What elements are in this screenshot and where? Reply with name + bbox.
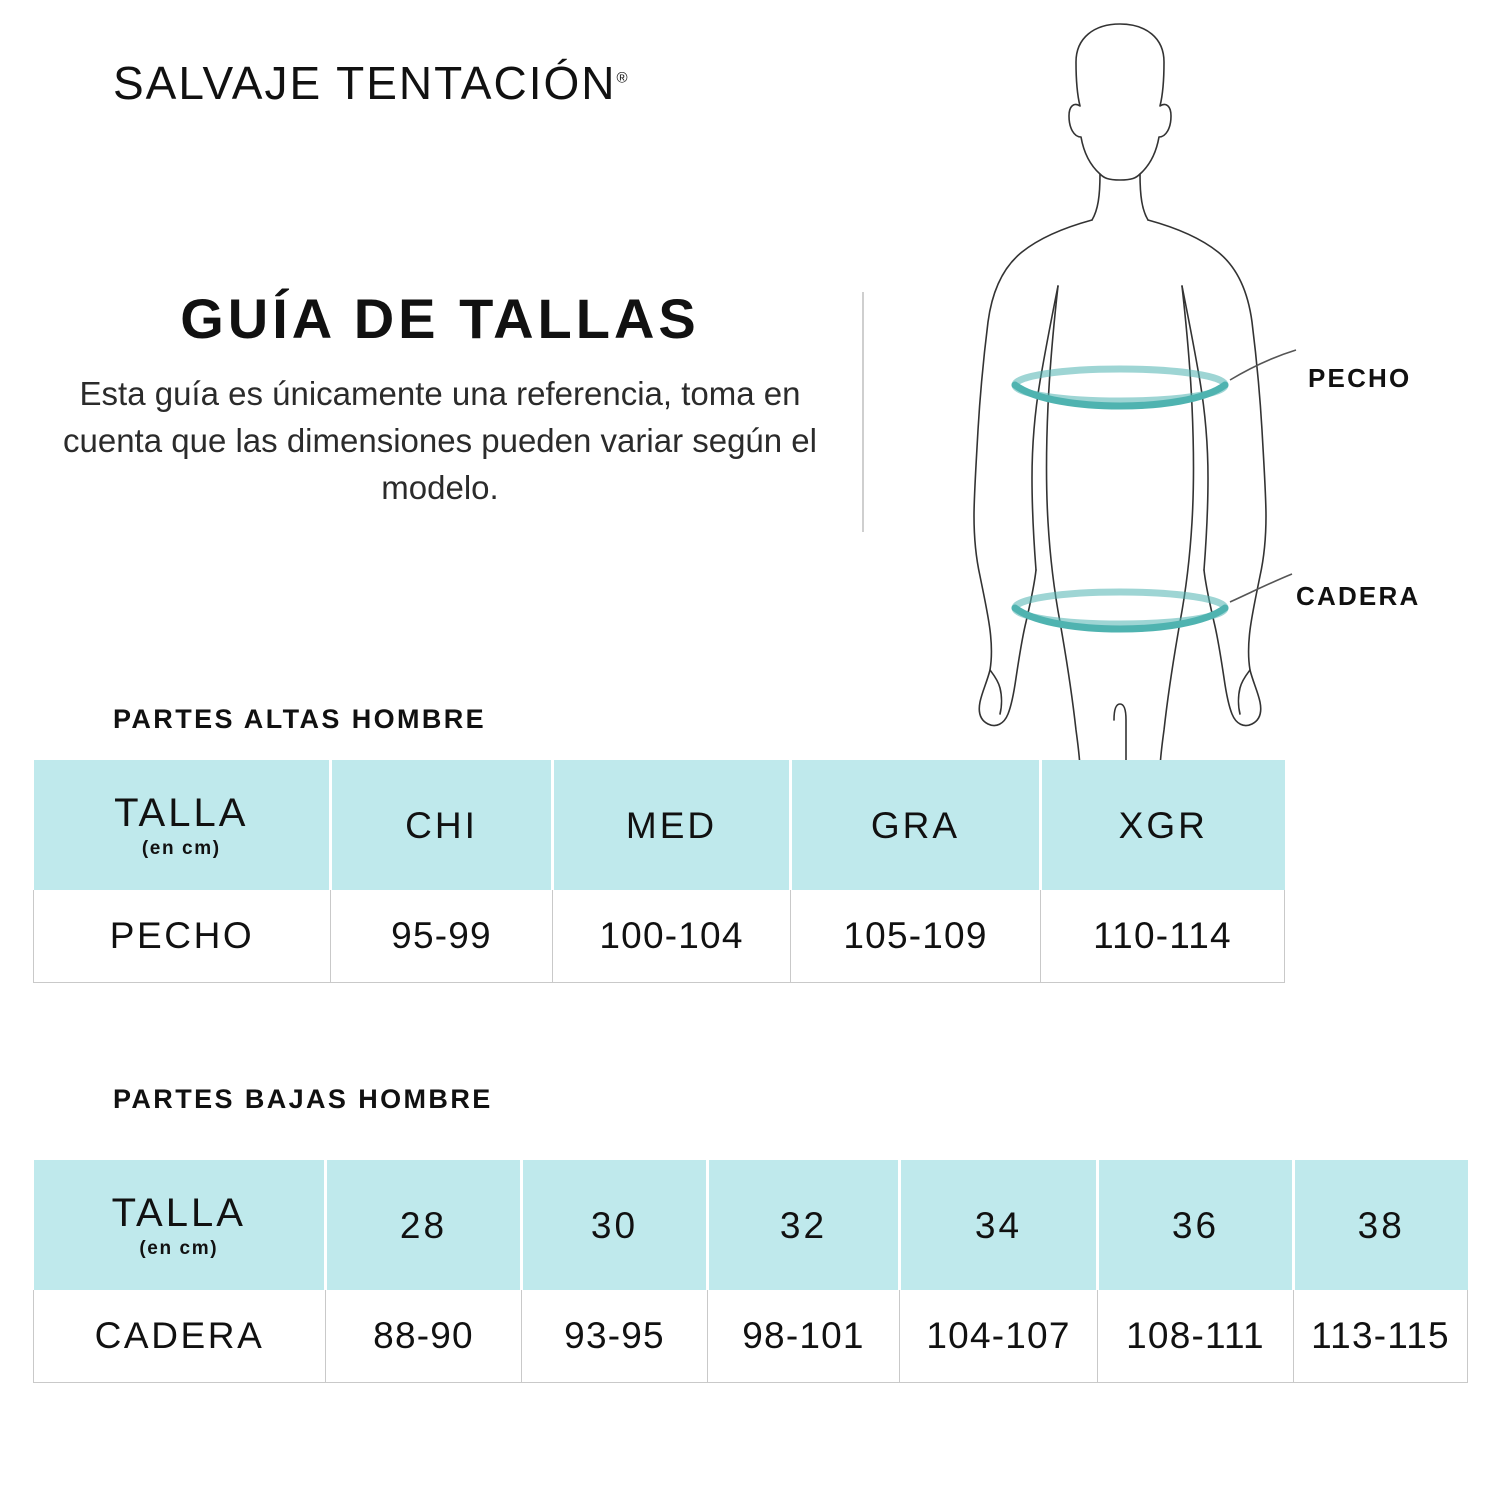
registered-mark-icon: ® (616, 69, 628, 87)
cell-value: 88-90 (325, 1290, 522, 1383)
cell-value: 110-114 (1040, 890, 1285, 983)
column-label: GRA (870, 804, 961, 846)
cell-value: 104-107 (899, 1290, 1098, 1383)
header-cell-talla: TALLA (en cm) (33, 1160, 327, 1290)
size-table-upper: TALLA (en cm) CHI MED GRA XGR PECHO 95-9… (33, 760, 1285, 983)
left-hand-detail (989, 669, 1003, 715)
cell-value: 108-111 (1097, 1290, 1294, 1383)
talla-label: TALLA (114, 790, 249, 835)
header-cell-col-1: 30 (521, 1160, 709, 1290)
callout-label-pecho: PECHO (1308, 363, 1412, 393)
intro-block: GUÍA DE TALLAS Esta guía es únicamente u… (60, 287, 820, 511)
cell-value: 93-95 (521, 1290, 708, 1383)
talla-unit: (en cm) (141, 837, 221, 859)
head-outline (1068, 23, 1172, 181)
column-label: XGR (1118, 804, 1208, 846)
left-inner-arm (1031, 285, 1059, 571)
column-label: 32 (779, 1204, 828, 1246)
column-label: 34 (974, 1204, 1023, 1246)
cell-value: 105-109 (790, 890, 1041, 983)
column-label: 28 (399, 1204, 448, 1246)
body-figure-illustration (930, 10, 1310, 770)
header-cell-col-3: XGR (1040, 760, 1285, 890)
row-label-pecho: PECHO (33, 890, 331, 983)
cell-value: 100-104 (552, 890, 791, 983)
section-caption-upper: PARTES ALTAS HOMBRE (113, 704, 487, 734)
chest-band-icon (1011, 365, 1229, 410)
header-cell-col-1: MED (552, 760, 792, 890)
chest-leader-line (1229, 349, 1297, 381)
table-header-row: TALLA (en cm) CHI MED GRA XGR (33, 760, 1285, 890)
neck-right (1139, 173, 1149, 221)
cell-value: 98-101 (707, 1290, 900, 1383)
table-row: PECHO 95-99 100-104 105-109 110-114 (33, 890, 1285, 983)
header-cell-col-5: 38 (1293, 1160, 1468, 1290)
column-label: 30 (590, 1204, 639, 1246)
table-row: CADERA 88-90 93-95 98-101 104-107 108-11… (33, 1290, 1468, 1383)
hip-leader-line (1229, 573, 1293, 603)
callout-label-cadera: CADERA (1296, 581, 1421, 611)
header-cell-col-0: 28 (325, 1160, 523, 1290)
column-label: 36 (1171, 1204, 1220, 1246)
brand-logo: SALVAJE TENTACIÓN® (113, 56, 628, 110)
row-label-cadera: CADERA (33, 1290, 326, 1383)
header-cell-col-4: 36 (1097, 1160, 1295, 1290)
inner-leg-gap (1113, 703, 1127, 770)
header-cell-col-3: 34 (899, 1160, 1099, 1290)
brand-name: SALVAJE TENTACIÓN (113, 57, 617, 109)
column-label: MED (625, 804, 718, 846)
right-hand-detail (1237, 669, 1251, 715)
talla-label: TALLA (111, 1190, 246, 1235)
cell-value: 95-99 (330, 890, 553, 983)
header-cell-col-0: CHI (330, 760, 554, 890)
intro-description: Esta guía es únicamente una referencia, … (62, 374, 817, 506)
talla-unit: (en cm) (139, 1237, 219, 1259)
right-inner-arm (1181, 285, 1209, 571)
section-caption-lower: PARTES BAJAS HOMBRE (113, 1084, 493, 1114)
cell-value: 113-115 (1293, 1290, 1468, 1383)
table-header-row: TALLA (en cm) 28 30 32 34 36 38 (33, 1160, 1468, 1290)
right-arm-outline (1147, 219, 1267, 727)
header-cell-col-2: GRA (790, 760, 1042, 890)
column-label: 38 (1357, 1204, 1405, 1246)
hip-band-icon (1011, 588, 1229, 633)
page-title: GUÍA DE TALLAS (180, 287, 700, 350)
column-label: CHI (405, 804, 478, 846)
torso-right-to-leg (1159, 285, 1195, 770)
header-cell-talla: TALLA (en cm) (33, 760, 332, 890)
left-arm-outline (973, 219, 1093, 727)
torso-left-to-leg (1045, 285, 1081, 770)
header-cell-col-2: 32 (707, 1160, 901, 1290)
size-table-lower: TALLA (en cm) 28 30 32 34 36 38 (33, 1160, 1468, 1383)
vertical-divider (862, 292, 864, 532)
neck-left (1091, 173, 1101, 221)
